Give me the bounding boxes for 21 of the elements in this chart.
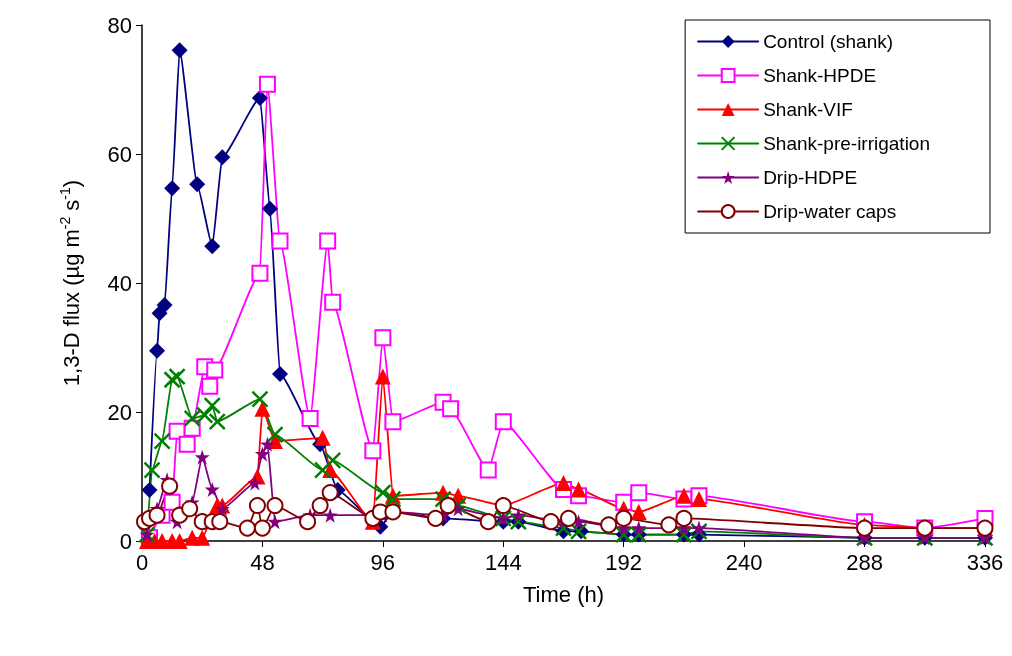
x-tick-label: 0 [135, 549, 149, 575]
x-tick-label: 96 [370, 549, 396, 575]
y-axis-title: 1,3-D flux (µg m-2 s-1) [57, 179, 84, 387]
y-tick-label: 60 [107, 141, 132, 167]
legend-label: Drip-water caps [763, 201, 897, 222]
y-tick-label: 40 [107, 270, 132, 296]
legend-label: Drip-HDPE [763, 167, 858, 188]
legend-label: Shank-VIF [763, 99, 853, 120]
y-tick-label: 0 [119, 528, 132, 554]
x-tick-label: 144 [484, 549, 522, 575]
y-tick-label: 20 [107, 399, 132, 425]
y-tick-label: 80 [107, 12, 132, 38]
legend-label: Shank-pre-irrigation [763, 133, 931, 154]
x-tick-label: 192 [605, 549, 643, 575]
x-tick-label: 240 [725, 549, 763, 575]
x-tick-label: 48 [250, 549, 275, 575]
legend-label: Control (shank) [763, 31, 894, 52]
x-tick-label: 336 [966, 549, 1004, 575]
x-tick-label: 288 [846, 549, 883, 575]
legend-label: Shank-HPDE [763, 65, 877, 86]
x-axis-title: Time (h) [522, 581, 605, 607]
